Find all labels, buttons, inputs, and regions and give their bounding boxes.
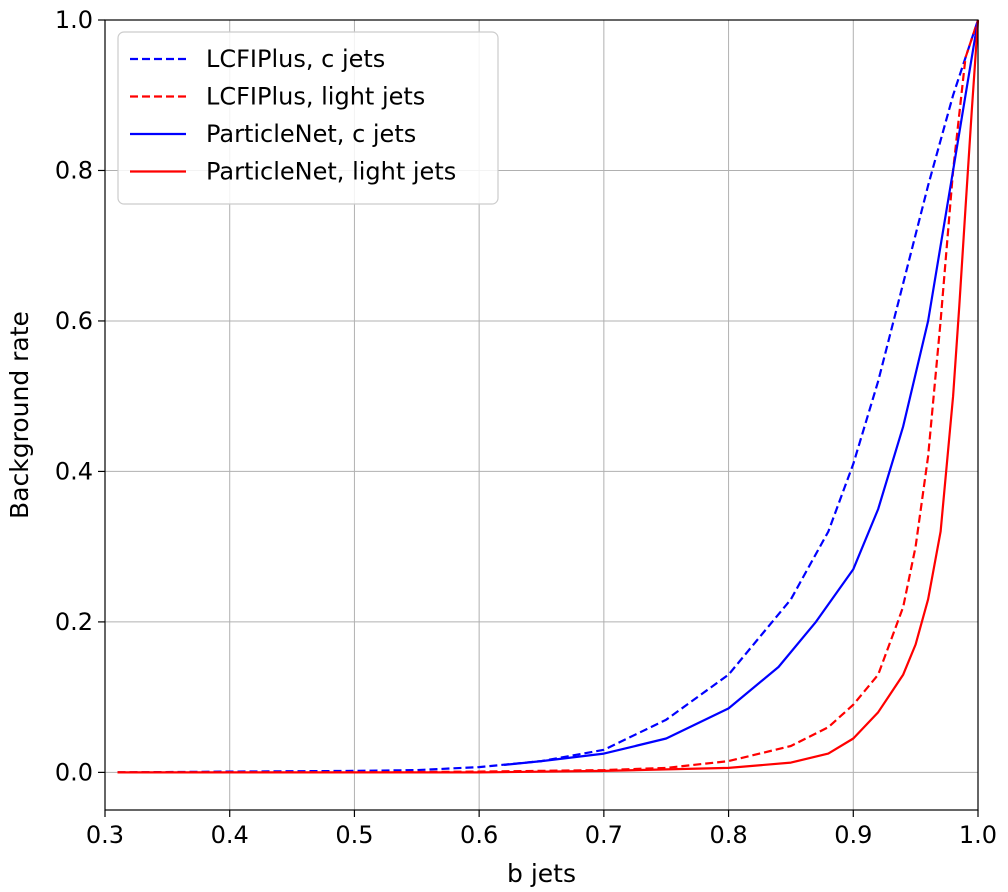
x-tick-label: 0.3 xyxy=(86,821,124,849)
y-axis-label: Background rate xyxy=(5,311,34,519)
ticks: 0.3 0.4 0.5 0.6 0.7 0.8 0.9 1.0 0.0 0.2 0.4 0.6 0.8 1… xyxy=(55,6,997,849)
y-tick-label: 0.6 xyxy=(55,307,93,335)
x-tick-label: 0.9 xyxy=(834,821,872,849)
legend-label-1: LCFIPlus, light jets xyxy=(206,83,425,111)
y-tick-label: 0.4 xyxy=(55,457,93,485)
legend-box xyxy=(117,31,499,205)
x-tick-label: 1.0 xyxy=(959,821,997,849)
x-tick-label: 0.6 xyxy=(460,821,498,849)
legend-label-0: LCFIPlus, c jets xyxy=(206,45,385,73)
x-tick-label: 0.5 xyxy=(335,821,373,849)
series-layer xyxy=(117,19,980,774)
x-axis-label: b jets xyxy=(507,859,576,888)
legend-label-2: ParticleNet, c jets xyxy=(206,120,416,148)
y-tick-label: 0.0 xyxy=(55,758,93,786)
y-tick-label: 0.2 xyxy=(55,608,93,636)
y-tick-label: 1.0 xyxy=(55,6,93,34)
y-tick-label: 0.8 xyxy=(55,156,93,184)
legend: LCFIPlus, c jets LCFIPlus, light jets Part… xyxy=(117,31,499,205)
x-tick-label: 0.7 xyxy=(585,821,623,849)
x-tick-label: 0.8 xyxy=(709,821,747,849)
series-line-0 xyxy=(117,19,980,774)
series-line-3 xyxy=(117,19,980,774)
series-line-2 xyxy=(503,19,980,766)
legend-label-3: ParticleNet, light jets xyxy=(206,158,456,186)
plot-frame xyxy=(104,19,979,811)
x-tick-label: 0.4 xyxy=(211,821,249,849)
